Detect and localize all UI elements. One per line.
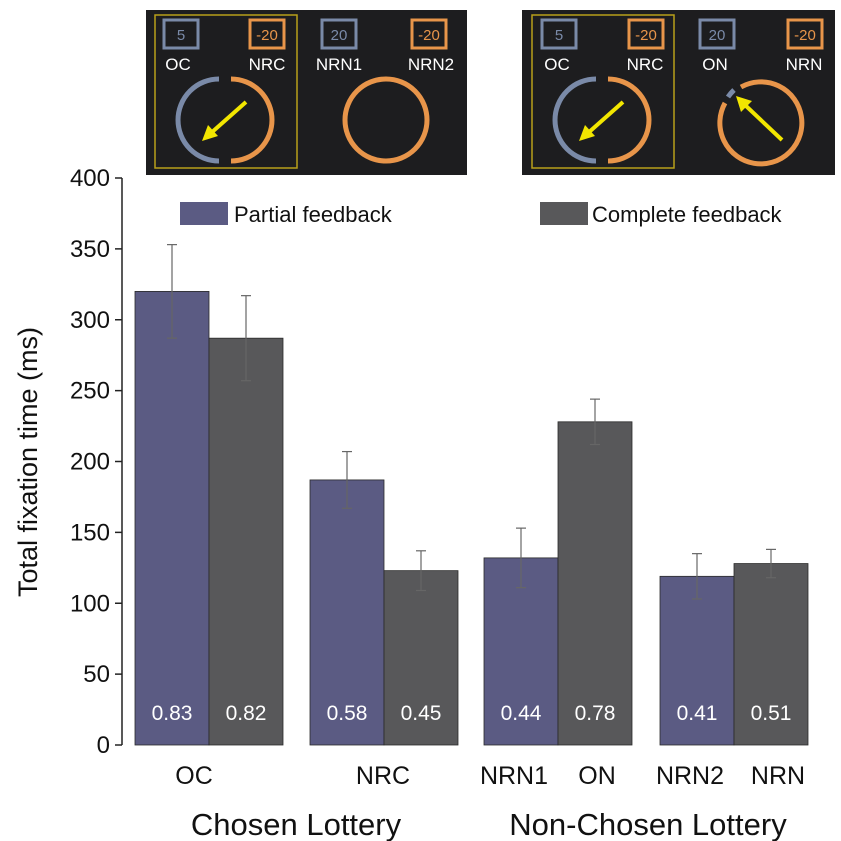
inset-label: ON <box>702 55 728 74</box>
bar-annotation: 0.83 <box>152 702 193 725</box>
bar-annotation: 0.44 <box>501 702 542 725</box>
group-label-nonchosen: Non-Chosen Lottery <box>509 807 787 841</box>
x-tick-label: NRN2 <box>656 762 724 790</box>
y-tick-label: 350 <box>70 236 110 263</box>
bar <box>135 291 209 745</box>
inset-label: OC <box>544 55 570 74</box>
x-axis-labels: OC NRC NRN1 ON NRN2 NRN <box>175 762 805 790</box>
legend-label-partial: Partial feedback <box>234 202 393 227</box>
x-tick-label: ON <box>578 762 616 790</box>
x-tick-label: NRN1 <box>480 762 548 790</box>
legend-swatch-partial <box>180 202 228 225</box>
inset-label: OC <box>165 55 191 74</box>
y-tick-label: 100 <box>70 590 110 617</box>
group-label-chosen: Chosen Lottery <box>191 807 402 841</box>
y-tick-label: 200 <box>70 449 110 476</box>
inset-value-text: 20 <box>331 27 348 44</box>
inset-value-text: 20 <box>709 27 726 44</box>
bar-annotation: 0.78 <box>575 702 616 725</box>
x-tick-label: OC <box>175 762 213 790</box>
inset-value-text: 5 <box>555 27 563 44</box>
legend-swatch-complete <box>540 202 588 225</box>
inset-label: NRC <box>627 55 664 74</box>
inset-value-text: 5 <box>177 27 185 44</box>
legend: Partial feedback Complete feedback <box>180 202 783 227</box>
legend-label-complete: Complete feedback <box>592 202 783 227</box>
inset-label: NRN2 <box>408 55 454 74</box>
y-tick-label: 150 <box>70 519 110 546</box>
bar-series: 0.83 0.58 0.44 0.41 0.82 0.45 0.78 0.51 <box>135 245 808 745</box>
bar-annotation: 0.45 <box>401 702 442 725</box>
inset-value-text: -20 <box>794 27 816 44</box>
x-tick-label: NRN <box>751 762 805 790</box>
inset-value-text: -20 <box>256 27 278 44</box>
bar-annotation: 0.82 <box>226 702 267 725</box>
y-tick-label: 250 <box>70 378 110 405</box>
bar <box>209 338 283 745</box>
y-axis-ticks: 0 50 100 150 200 250 300 350 400 <box>70 165 122 759</box>
inset-panel-complete: 5 -20 OC NRC 20 -20 ON NRN <box>522 10 835 175</box>
y-tick-label: 400 <box>70 165 110 192</box>
y-tick-label: 0 <box>97 732 110 759</box>
inset-panel-partial: 5 -20 OC NRC 20 -20 NRN1 NRN2 <box>146 10 467 175</box>
inset-value-text: -20 <box>418 27 440 44</box>
inset-label: NRC <box>249 55 286 74</box>
bar <box>558 422 632 745</box>
y-tick-label: 300 <box>70 307 110 334</box>
x-tick-label: NRC <box>356 762 410 790</box>
bar-annotation: 0.58 <box>327 702 368 725</box>
y-tick-label: 50 <box>83 661 110 688</box>
bar-annotation: 0.51 <box>751 702 792 725</box>
y-axis-label: Total fixation time (ms) <box>13 327 43 597</box>
inset-label: NRN <box>786 55 823 74</box>
inset-label: NRN1 <box>316 55 362 74</box>
inset-value-text: -20 <box>635 27 657 44</box>
bar-annotation: 0.41 <box>677 702 718 725</box>
